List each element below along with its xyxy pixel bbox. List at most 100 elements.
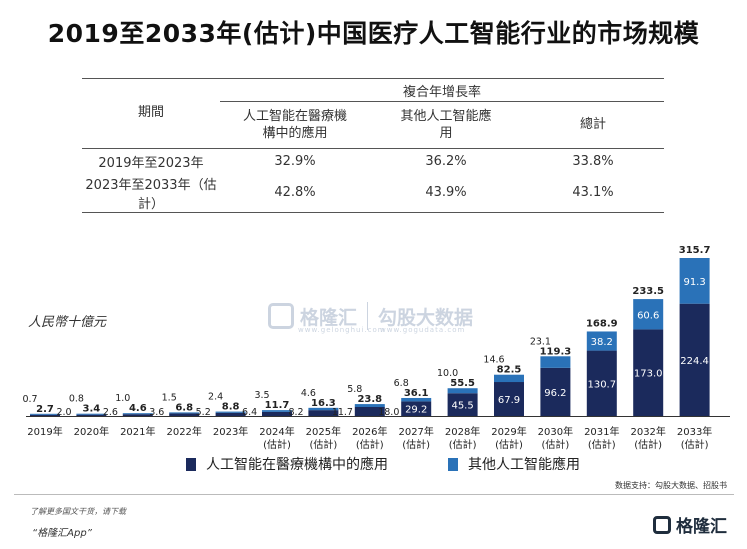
bar-other <box>30 413 60 415</box>
bar-medical <box>540 367 571 416</box>
data-label-medical: 224.4 <box>680 356 709 367</box>
data-label-medical: 130.7 <box>587 379 616 390</box>
data-label-total: 55.5 <box>450 378 475 389</box>
data-label-other: 6.8 <box>394 378 409 389</box>
bar-other <box>169 412 200 414</box>
data-label-total: 6.8 <box>175 402 193 413</box>
bar-other <box>354 404 385 407</box>
x-tick-label: 2022年 <box>166 425 201 438</box>
bar-medical <box>76 414 107 416</box>
cagr-row: 2023年至2033年（估計） 42.8% 43.9% 43.1% <box>82 173 664 213</box>
x-tick-label-sub: (估計) <box>309 438 337 451</box>
x-tick-label-sub: (估計) <box>356 438 384 451</box>
data-label-other: 2.4 <box>208 392 223 403</box>
cagr-table-empty-corner <box>82 78 220 102</box>
watermark-name2: 勾股大数据 <box>378 306 474 329</box>
bar-other <box>586 331 617 351</box>
x-tick-label-sub: (估計) <box>588 438 616 451</box>
data-label-total: 82.5 <box>497 365 522 376</box>
footer-note: 了解更多国文干货，请下载 <box>30 507 126 516</box>
data-label-other: 1.5 <box>162 392 177 403</box>
chart-title: 2019至2033年(估计)中国医疗人工智能行业的市场规模 <box>47 19 700 48</box>
bar-other <box>262 410 292 412</box>
data-label-medical: 8.2 <box>288 407 303 418</box>
footer-divider <box>14 494 734 495</box>
data-label-other: 60.6 <box>637 310 659 321</box>
data-label-other: 38.2 <box>591 337 613 348</box>
cagr-row-period: 2023年至2033年（估計） <box>82 173 220 213</box>
bar-medical <box>122 414 153 416</box>
cagr-table-group-header-row: 複合年增長率 <box>82 78 664 102</box>
x-tick-label: 2028年 <box>445 425 480 438</box>
watermark-divider <box>367 302 369 330</box>
source-note: 数据支持：勾股大数据、招股书 <box>615 481 727 490</box>
x-tick-label: 2033年 <box>677 425 712 438</box>
data-label-total: 23.8 <box>357 394 382 405</box>
bar-medical <box>447 393 478 416</box>
cagr-table: 複合年增長率 期間 人工智能在醫療機構中的應用 其他人工智能應用 總計 2019… <box>82 78 664 213</box>
bar-medical <box>494 382 524 416</box>
x-tick-label: 2032年 <box>630 425 665 438</box>
data-label-total: 2.7 <box>36 404 54 415</box>
data-label-medical: 2.6 <box>103 407 118 418</box>
data-label-medical: 45.5 <box>451 401 473 412</box>
bar-medical <box>30 414 60 416</box>
bar-other <box>76 413 107 415</box>
stacked-bar-chart: 2.00.72.72019年2.60.83.42020年3.61.04.6202… <box>22 245 730 451</box>
cagr-row-other: 36.2% <box>425 153 467 169</box>
footer-brand: 格隆汇 <box>653 512 727 537</box>
x-tick-label-sub: (估計) <box>495 438 523 451</box>
data-label-medical: 3.6 <box>149 407 164 418</box>
x-tick-label-sub: (估計) <box>634 438 662 451</box>
data-label-other: 23.1 <box>530 336 551 347</box>
cagr-col-medical-text: 人工智能在醫療機構中的應用 <box>242 108 347 141</box>
bar-medical <box>679 303 710 416</box>
data-label-total: 168.9 <box>586 318 618 329</box>
x-tick-label: 2024年 <box>259 425 294 438</box>
x-tick-label: 2025年 <box>306 425 341 438</box>
data-label-medical: 67.9 <box>498 395 520 406</box>
data-label-other: 10.0 <box>437 368 458 379</box>
x-tick-label: 2031年 <box>584 425 619 438</box>
x-tick-label: 2021年 <box>120 425 155 438</box>
cagr-col-total-header: 總計 <box>522 101 664 149</box>
cagr-row-period: 2019年至2023年 <box>98 155 204 171</box>
legend-label-medical: 人工智能在醫療機構中的應用 <box>206 457 388 473</box>
bar-other <box>215 411 246 413</box>
legend-swatch-other <box>448 457 458 471</box>
cagr-row-other: 43.9% <box>370 173 522 213</box>
x-tick-label-sub: (估計) <box>263 438 291 451</box>
bar-other <box>540 356 571 368</box>
x-tick-label-sub: (估計) <box>402 438 430 451</box>
data-label-other: 3.5 <box>254 390 269 401</box>
gelonghui-logo-icon <box>268 303 294 329</box>
footer-app: “格隆汇App” <box>32 528 92 539</box>
data-label-total: 4.6 <box>129 403 147 414</box>
data-label-total: 11.7 <box>265 400 290 411</box>
data-label-other: 1.0 <box>115 393 130 404</box>
bar-medical <box>633 329 664 416</box>
unit-label: 人民幣十億元 <box>28 315 107 330</box>
bar-medical <box>169 413 200 416</box>
bar-medical <box>262 411 292 416</box>
x-tick-label: 2030年 <box>538 425 573 438</box>
data-label-medical: 2.0 <box>56 407 71 418</box>
cagr-row: 2019年至2023年 32.9% 36.2% 33.8% <box>82 148 664 174</box>
footer-brand-logo-icon <box>653 515 671 534</box>
data-label-other: 14.6 <box>483 355 504 366</box>
x-tick-label: 2026年 <box>352 425 387 438</box>
data-label-medical: 11.7 <box>332 407 353 418</box>
bar-medical <box>586 350 617 416</box>
cagr-row-total: 43.1% <box>522 173 664 213</box>
x-tick-label-sub: (估計) <box>541 438 569 451</box>
bar-other <box>447 388 478 394</box>
bar-other <box>401 397 432 402</box>
data-label-total: 3.4 <box>83 404 101 415</box>
data-label-total: 119.3 <box>540 346 572 357</box>
bar-medical <box>215 412 246 416</box>
cagr-row-total: 33.8% <box>572 153 614 169</box>
bar-other <box>679 258 710 304</box>
data-label-total: 315.7 <box>679 245 711 256</box>
cagr-row-medical: 32.9% <box>274 153 316 169</box>
data-label-total: 233.5 <box>632 286 664 297</box>
